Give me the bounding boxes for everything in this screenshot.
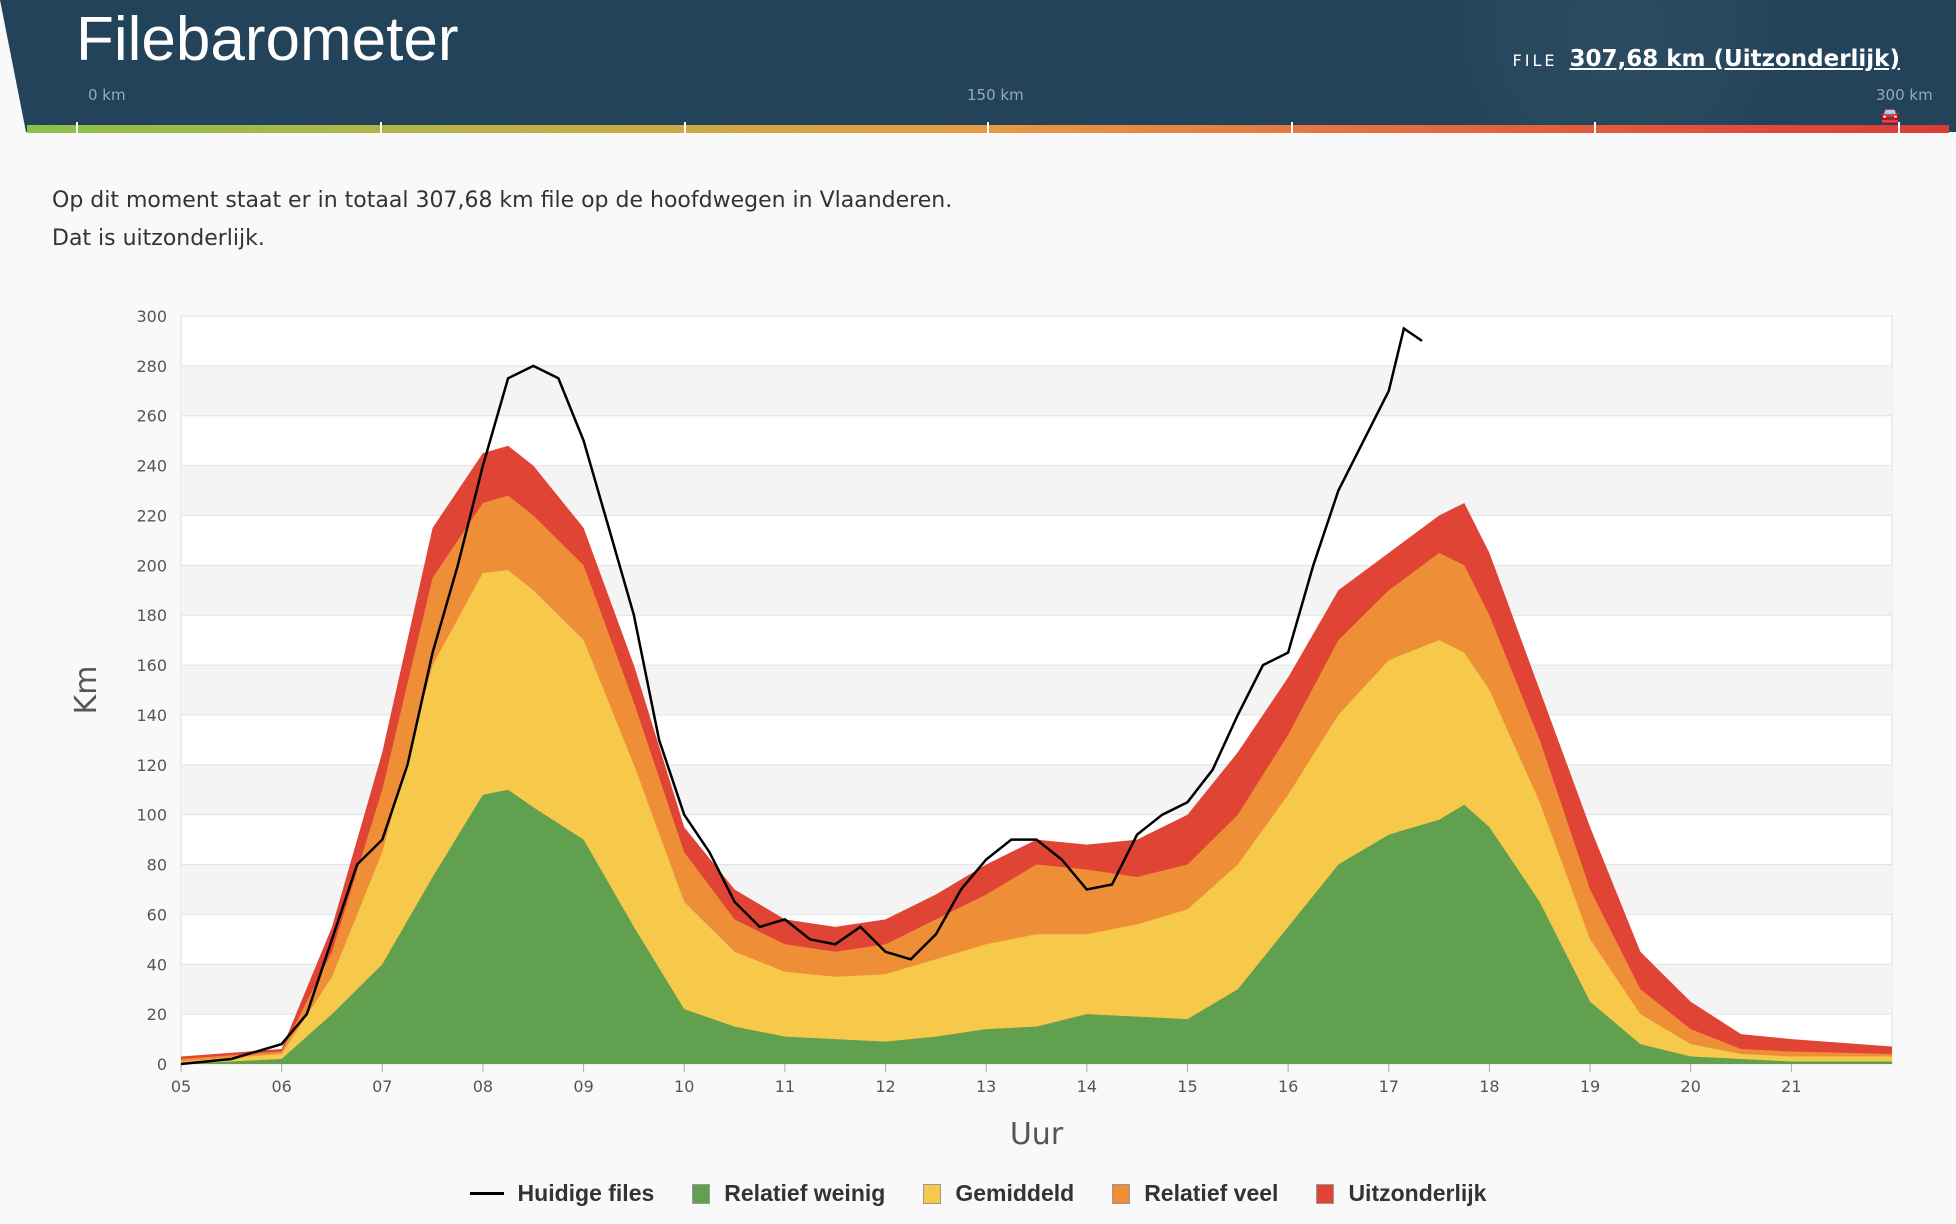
scale-tick bbox=[1291, 122, 1293, 133]
x-tick-label: 16 bbox=[1278, 1077, 1298, 1096]
scale-label-min: 0 km bbox=[88, 86, 126, 104]
scale-tick bbox=[1898, 122, 1900, 133]
status-text: Op dit moment staat er in totaal 307,68 … bbox=[52, 188, 953, 213]
x-tick-label: 18 bbox=[1479, 1077, 1499, 1096]
grid-band bbox=[181, 465, 1892, 516]
y-tick-label: 220 bbox=[136, 506, 167, 525]
y-tick-label: 200 bbox=[136, 556, 167, 575]
x-tick-label: 05 bbox=[171, 1077, 191, 1096]
y-axis-label: Km bbox=[69, 666, 104, 715]
legend-swatch bbox=[923, 1183, 942, 1204]
car-icon: 🚘 bbox=[1880, 106, 1900, 125]
legend-item-current[interactable]: Huidige files bbox=[469, 1180, 655, 1207]
legend-label: Huidige files bbox=[517, 1180, 655, 1206]
x-tick-label: 07 bbox=[372, 1077, 392, 1096]
scale-tick bbox=[380, 122, 382, 133]
legend-item-orange[interactable]: Relatief veel bbox=[1112, 1180, 1278, 1207]
legend-item-red[interactable]: Uitzonderlijk bbox=[1316, 1180, 1486, 1207]
x-tick-label: 06 bbox=[271, 1077, 291, 1096]
y-tick-label: 300 bbox=[136, 307, 167, 326]
y-tick-label: 60 bbox=[147, 905, 167, 924]
traffic-chart: 0 20 40 60 80 100 120 140 160 180 200 220 240 260 280 3… bbox=[69, 307, 1893, 1152]
x-axis-label: Uur bbox=[1010, 1117, 1064, 1152]
scale-tick bbox=[684, 122, 686, 133]
x-tick-label: 21 bbox=[1781, 1077, 1801, 1096]
y-tick-label: 260 bbox=[136, 407, 167, 426]
x-tick-label: 14 bbox=[1077, 1077, 1097, 1096]
y-tick-label: 160 bbox=[136, 656, 167, 675]
legend-label: Uitzonderlijk bbox=[1348, 1180, 1487, 1206]
scale-label-max: 300 km bbox=[1876, 86, 1933, 104]
x-tick-label: 08 bbox=[473, 1077, 493, 1096]
y-tick-label: 0 bbox=[157, 1055, 167, 1074]
scale-tick bbox=[76, 122, 78, 133]
x-tick-label: 12 bbox=[875, 1077, 895, 1096]
status-verdict: Dat is uitzonderlijk. bbox=[52, 226, 265, 251]
legend-line-swatch bbox=[469, 1192, 504, 1195]
y-tick-label: 180 bbox=[136, 606, 167, 625]
legend-swatch bbox=[692, 1183, 711, 1204]
legend-item-yellow[interactable]: Gemiddeld bbox=[923, 1180, 1074, 1207]
scale-tick bbox=[987, 122, 989, 133]
x-tick-label: 20 bbox=[1681, 1077, 1701, 1096]
y-tick-label: 120 bbox=[136, 756, 167, 775]
legend-label: Relatief veel bbox=[1144, 1180, 1279, 1206]
y-tick-label: 240 bbox=[136, 457, 167, 476]
clock-background-image bbox=[1426, 0, 1806, 132]
y-tick-label: 140 bbox=[136, 706, 167, 725]
file-label: FILE bbox=[1512, 51, 1558, 70]
legend-label: Gemiddeld bbox=[955, 1180, 1075, 1206]
legend-swatch bbox=[1112, 1183, 1131, 1204]
legend-swatch bbox=[1316, 1183, 1335, 1204]
scale-tick bbox=[1594, 122, 1596, 133]
x-tick-label: 13 bbox=[976, 1077, 996, 1096]
y-tick-label: 100 bbox=[136, 806, 167, 825]
x-tick-label: 17 bbox=[1379, 1077, 1399, 1096]
line-huidige-files bbox=[180, 326, 1423, 1066]
file-value-link[interactable]: 307,68 km (Uitzonderlijk) bbox=[1569, 46, 1900, 72]
x-tick-label: 10 bbox=[674, 1077, 694, 1096]
page-title: Filebarometer bbox=[76, 5, 459, 74]
legend-item-green[interactable]: Relatief weinig bbox=[692, 1180, 885, 1207]
area-relatief-weinig bbox=[181, 789, 1892, 1064]
grid-band bbox=[181, 365, 1892, 416]
x-tick-label: 19 bbox=[1580, 1077, 1600, 1096]
y-tick-label: 40 bbox=[147, 955, 167, 974]
legend-label: Relatief weinig bbox=[724, 1180, 886, 1206]
y-tick-label: 280 bbox=[136, 357, 167, 376]
file-summary: FILE 307,68 km (Uitzonderlijk) bbox=[1513, 46, 1900, 72]
scale-label-mid: 150 km bbox=[967, 86, 1024, 104]
x-tick-label: 09 bbox=[573, 1077, 593, 1096]
legend: Huidige files Relatief weinig Gemiddeld … bbox=[0, 1180, 1956, 1207]
x-tick-label: 15 bbox=[1177, 1077, 1197, 1096]
header-banner: Filebarometer FILE 307,68 km (Uitzonderl… bbox=[0, 0, 1956, 132]
y-tick-label: 80 bbox=[147, 856, 167, 875]
y-tick-label: 20 bbox=[147, 1005, 167, 1024]
x-tick-label: 11 bbox=[775, 1077, 795, 1096]
